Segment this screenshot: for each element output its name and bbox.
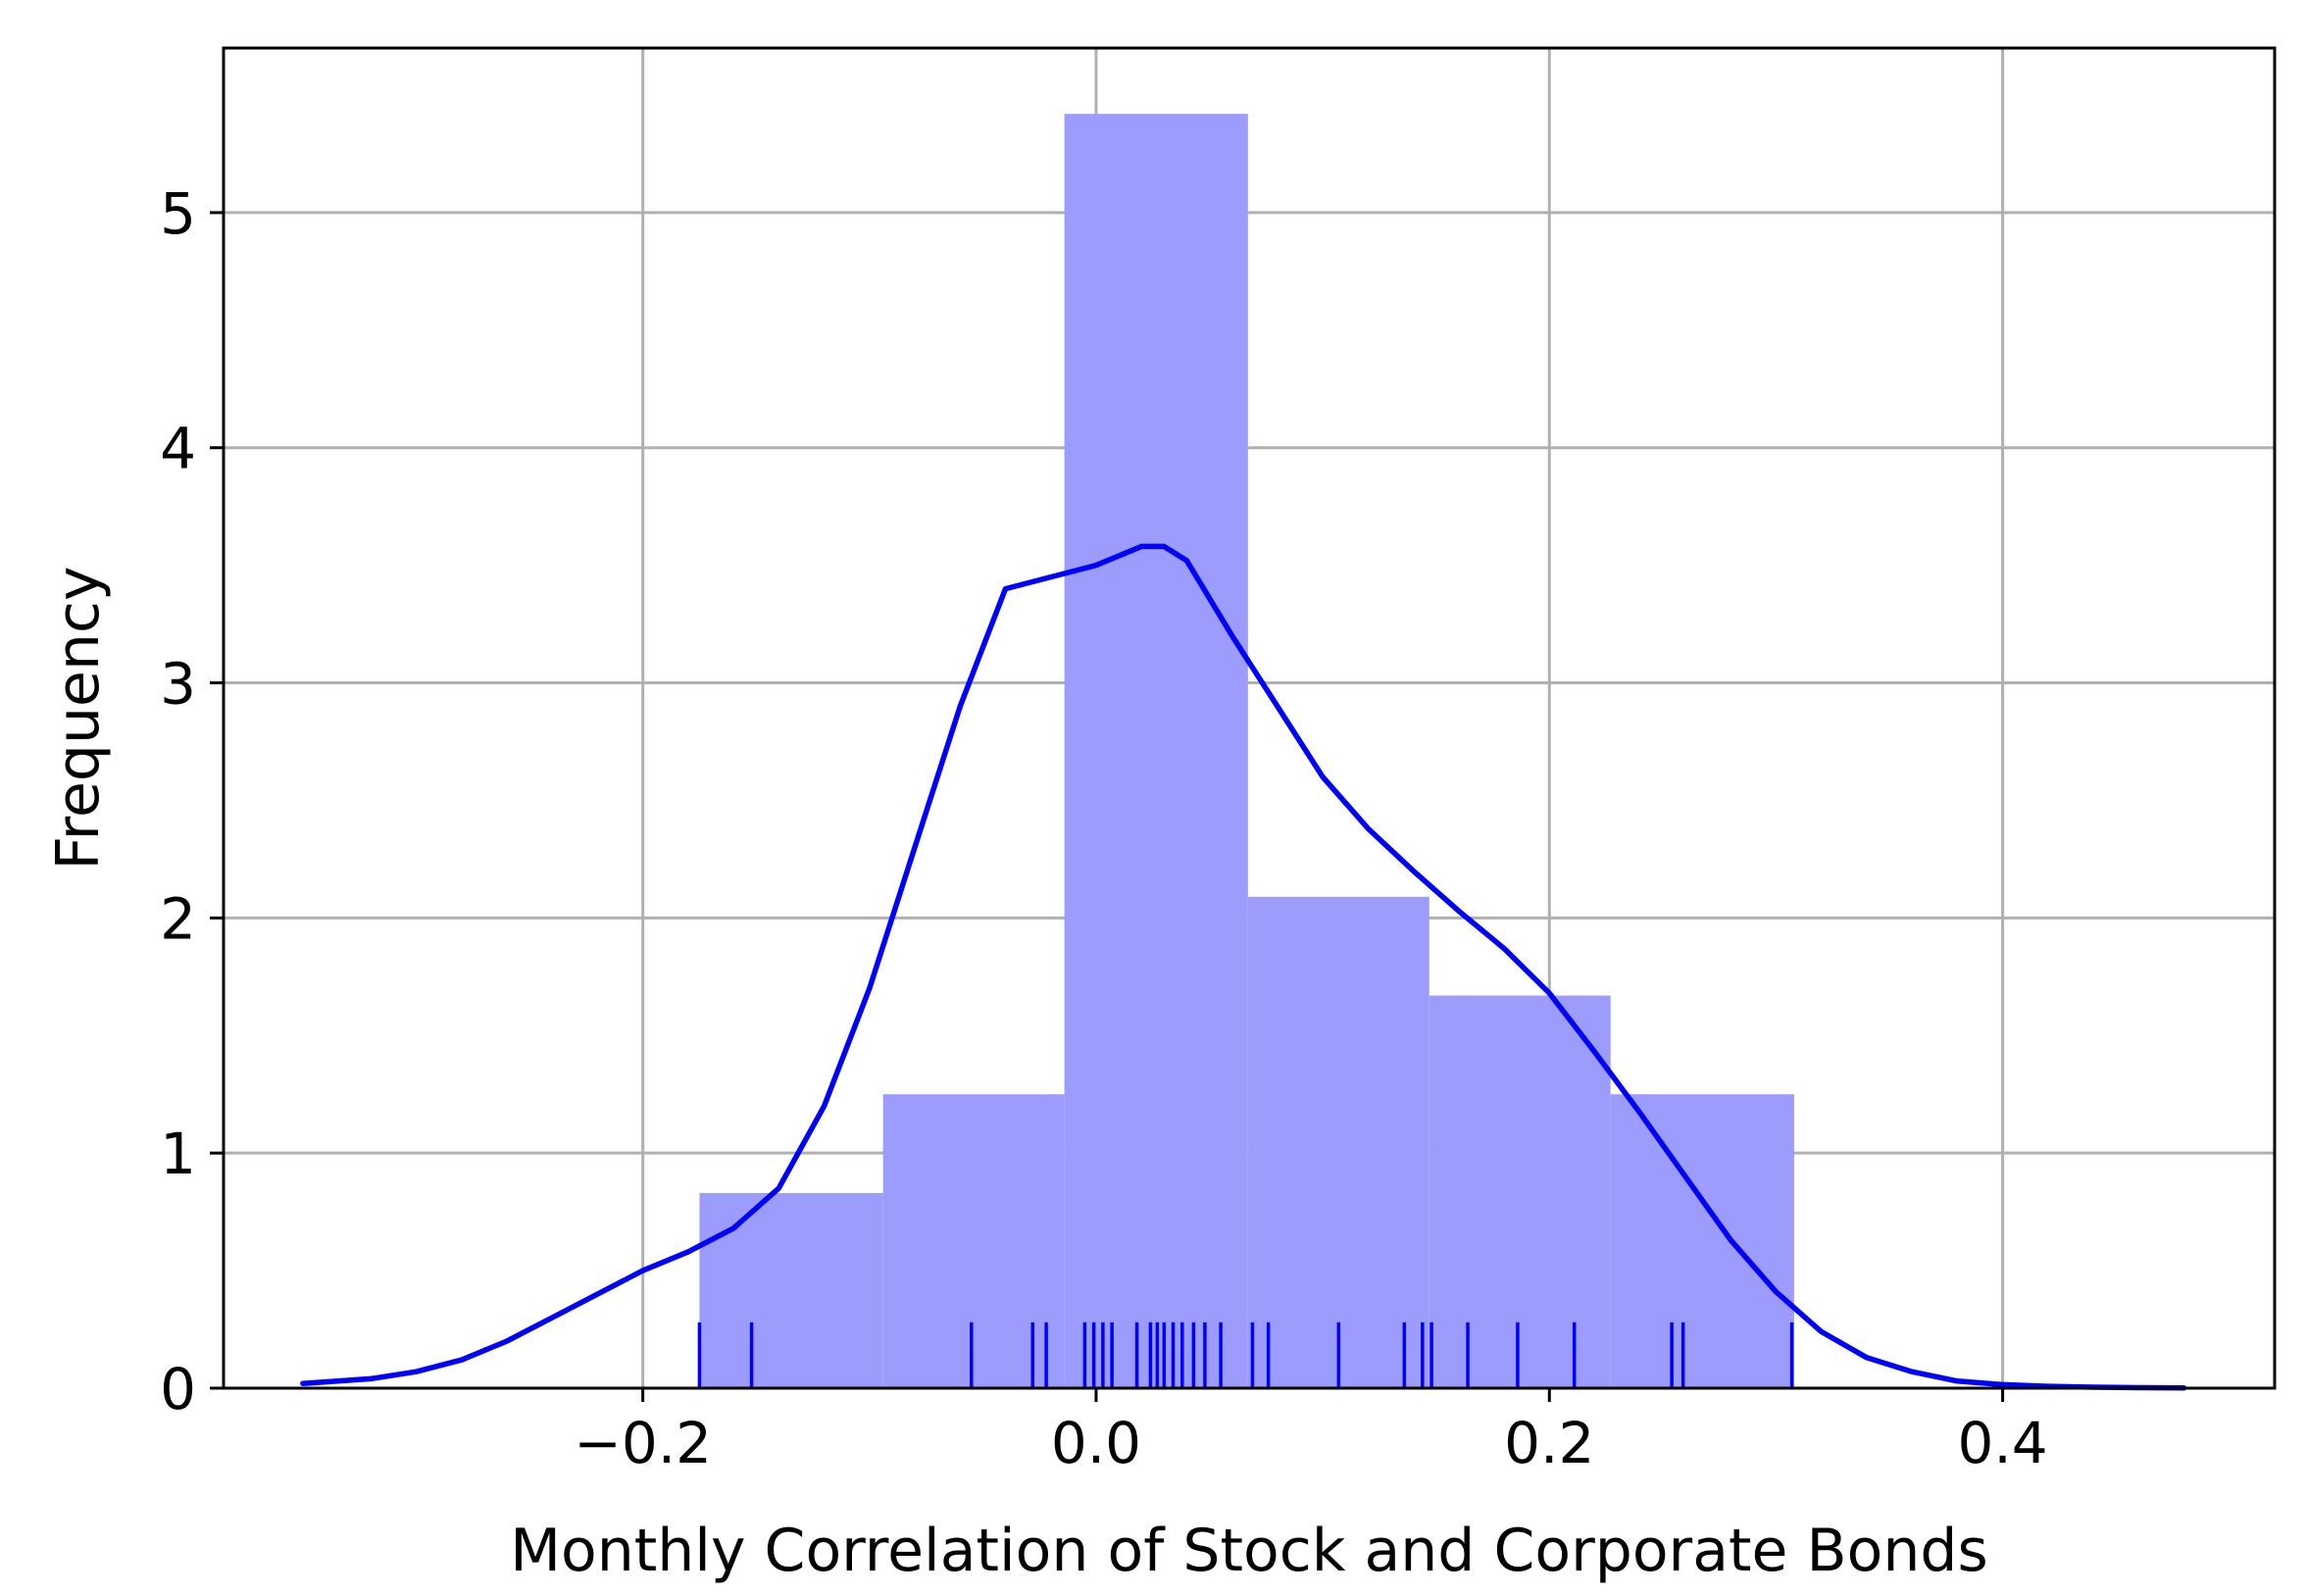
x-tick-label: 0.0 bbox=[1051, 1410, 1141, 1476]
x-tick-label: 0.2 bbox=[1504, 1410, 1594, 1476]
histogram-bar bbox=[1064, 114, 1248, 1388]
x-tick-label: −0.2 bbox=[574, 1410, 712, 1476]
y-tick-label: 1 bbox=[160, 1121, 196, 1187]
kde-curve bbox=[300, 543, 2187, 1391]
rug-marks bbox=[697, 1322, 1794, 1388]
histogram-bar bbox=[1247, 896, 1429, 1388]
histogram-bar bbox=[1429, 995, 1611, 1388]
y-tick-label: 4 bbox=[160, 416, 196, 482]
y-tick-label: 3 bbox=[160, 651, 196, 718]
plot-frame bbox=[222, 46, 2277, 1390]
y-axis-label: Frequency bbox=[44, 567, 113, 871]
histogram-bar bbox=[699, 1192, 883, 1388]
y-tick-label: 2 bbox=[160, 885, 196, 952]
x-axis-label: Monthly Correlation of Stock and Corpora… bbox=[510, 1517, 1987, 1585]
histogram-bar bbox=[882, 1094, 1065, 1388]
y-tick-label: 0 bbox=[160, 1356, 196, 1422]
x-tick-label: 0.4 bbox=[1957, 1410, 2047, 1476]
axis-ticks: −0.2 0.0 0.2 0.4 0 1 2 3 4 5 bbox=[160, 180, 2048, 1476]
histogram-bar bbox=[1610, 1094, 1794, 1388]
histogram-bars bbox=[699, 114, 1794, 1388]
y-tick-label: 5 bbox=[160, 180, 196, 247]
